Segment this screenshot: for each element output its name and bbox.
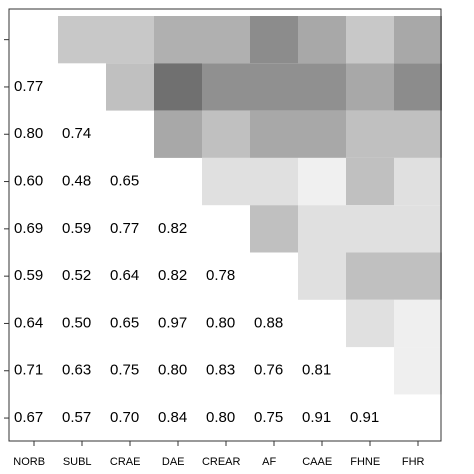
correlation-value: 0.59: [14, 267, 43, 284]
shade-cell: [298, 110, 346, 158]
correlation-value: 0.65: [110, 314, 139, 331]
correlation-value: 0.70: [110, 409, 139, 426]
correlation-value: 0.71: [14, 362, 43, 379]
shade-cell: [346, 205, 394, 253]
correlation-value: 0.78: [206, 267, 235, 284]
shade-cell: [202, 16, 250, 64]
shade-cell: [298, 63, 346, 111]
correlation-value: 0.83: [206, 362, 235, 379]
correlation-value: 0.97: [158, 314, 187, 331]
x-tick-label: DAE: [162, 456, 185, 468]
correlation-value: 0.75: [110, 362, 139, 379]
cell-layer: [58, 16, 442, 395]
correlation-value: 0.80: [14, 125, 43, 142]
shade-cell: [202, 110, 250, 158]
correlation-value: 0.82: [158, 267, 187, 284]
shade-cell: [154, 110, 202, 158]
shade-cell: [298, 252, 346, 300]
correlation-value: 0.88: [254, 314, 283, 331]
shade-cell: [250, 110, 298, 158]
shade-cell: [154, 16, 202, 64]
shade-cell: [394, 157, 442, 206]
correlation-value: 0.74: [62, 125, 91, 142]
shade-cell: [346, 299, 394, 348]
shade-cell: [346, 252, 394, 300]
correlation-value: 0.64: [110, 267, 139, 284]
shade-cell: [250, 16, 298, 64]
shade-cell: [250, 157, 298, 206]
shade-cell: [202, 63, 250, 111]
shade-cell: [394, 299, 442, 348]
correlation-value: 0.84: [158, 409, 187, 426]
correlation-value: 0.91: [302, 409, 331, 426]
shade-cell: [346, 110, 394, 158]
shade-cell: [346, 157, 394, 206]
x-tick-label: SUBL: [63, 456, 92, 468]
x-tick-label: CRAE: [110, 456, 141, 468]
correlation-value: 0.80: [158, 362, 187, 379]
correlation-value: 0.77: [14, 78, 43, 95]
correlation-value: 0.67: [14, 409, 43, 426]
correlation-value: 0.80: [206, 409, 235, 426]
correlation-value: 0.80: [206, 314, 235, 331]
correlation-value: 0.91: [350, 409, 379, 426]
shade-cell: [394, 205, 442, 253]
x-tick-label: FHR: [402, 456, 425, 468]
x-tick-label: FHNE: [350, 456, 380, 468]
correlation-value: 0.69: [14, 220, 43, 237]
correlation-value: 0.76: [254, 362, 283, 379]
shade-cell: [250, 63, 298, 111]
correlation-value: 0.65: [110, 173, 139, 190]
x-tick-label: CAAE: [302, 456, 332, 468]
correlation-value: 0.81: [302, 362, 331, 379]
shade-cell: [298, 16, 346, 64]
shade-cell: [346, 16, 394, 64]
shade-cell: [154, 63, 202, 111]
correlation-value: 0.82: [158, 220, 187, 237]
correlation-value: 0.59: [62, 220, 91, 237]
x-tick-label: NORB: [13, 456, 45, 468]
plot-frame: [8, 8, 442, 442]
shade-cell: [394, 347, 442, 395]
shade-cell: [346, 63, 394, 111]
shade-cell: [106, 16, 154, 64]
shade-cell: [250, 205, 298, 253]
correlation-value: 0.50: [62, 314, 91, 331]
shade-cell: [298, 205, 346, 253]
shade-cell: [298, 157, 346, 206]
x-tick-label: AF: [262, 456, 276, 468]
correlation-value: 0.57: [62, 409, 91, 426]
shade-cell: [394, 63, 442, 111]
shade-cell: [394, 110, 442, 158]
correlation-value: 0.52: [62, 267, 91, 284]
shade-cell: [58, 16, 106, 64]
correlation-value: 0.64: [14, 314, 43, 331]
shade-cell: [394, 16, 442, 64]
correlation-value: 0.60: [14, 173, 43, 190]
correlation-value: 0.77: [110, 220, 139, 237]
x-tick-label: CREAR: [202, 456, 241, 468]
shade-cell: [106, 63, 154, 111]
correlation-value: 0.63: [62, 362, 91, 379]
shade-cell: [202, 157, 250, 206]
correlation-value: 0.75: [254, 409, 283, 426]
correlation-value: 0.48: [62, 173, 91, 190]
shade-cell: [394, 252, 442, 300]
